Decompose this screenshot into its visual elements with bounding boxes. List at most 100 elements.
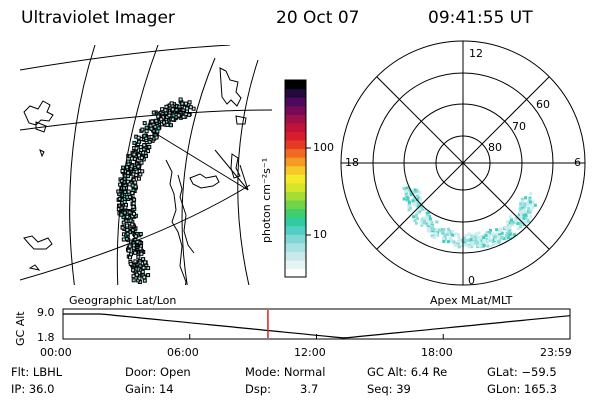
aurora-pixel	[413, 219, 417, 222]
aurora-pixel	[436, 228, 440, 232]
aurora-pixel	[126, 189, 131, 194]
colorbar-cell	[285, 174, 306, 184]
aurora-pixel	[120, 169, 125, 173]
altitude-xtick-1200: 12:00	[294, 346, 326, 359]
aurora-pixel	[529, 192, 533, 196]
aurora-pixel	[404, 190, 407, 194]
aurora-pixel	[506, 236, 510, 240]
aurora-pixel	[134, 169, 139, 174]
aurora-pixel	[442, 240, 446, 243]
aurora-pixel	[521, 210, 525, 214]
aurora-pixel	[428, 215, 431, 219]
altitude-plot	[62, 308, 571, 340]
aurora-pixel	[504, 234, 508, 237]
aurora-pixel	[446, 231, 450, 235]
aurora-pixel	[129, 252, 133, 257]
colorbar-cell	[285, 182, 306, 192]
aurora-pixel	[519, 202, 523, 206]
aurora-pixel	[417, 196, 421, 200]
aurora-pixel	[477, 231, 481, 235]
aurora-pixel	[490, 244, 494, 248]
aurora-pixel	[508, 232, 512, 236]
aurora-pixel	[479, 239, 483, 243]
aurora-pixel	[528, 198, 532, 201]
aurora-pixel	[140, 127, 145, 132]
aurora-pixel	[416, 210, 419, 214]
aurora-pixel	[144, 125, 149, 130]
aurora-pixel	[533, 203, 537, 207]
aurora-pixel	[474, 234, 478, 237]
aurora-pixel	[497, 235, 501, 239]
aurora-pixel	[123, 190, 128, 194]
aurora-pixel	[142, 275, 147, 280]
aurora-pixel	[119, 212, 124, 217]
date-label: 20 Oct 07	[276, 8, 360, 28]
aurora-pixel	[128, 261, 133, 266]
aurora-pixel	[510, 218, 513, 222]
aurora-pixel	[425, 211, 429, 215]
aurora-pixel	[443, 233, 447, 237]
altitude-ytick-9: 9.0	[37, 306, 55, 319]
geographic-panel-label: Geographic Lat/Lon	[69, 294, 177, 307]
glon-status: GLon: 165.3	[487, 382, 557, 396]
aurora-pixel	[146, 273, 151, 278]
aurora-pixel	[470, 235, 474, 239]
aurora-pixel	[519, 213, 523, 217]
aurora-pixel	[426, 219, 429, 223]
colorbar-tick-100: 100	[313, 141, 334, 154]
aurora-pixel	[125, 165, 130, 170]
colorbar-cell	[285, 122, 306, 132]
aurora-pixel	[523, 202, 527, 206]
aurora-pixel	[504, 225, 508, 229]
aurora-pixel	[423, 208, 427, 212]
aurora-pixel	[156, 126, 161, 131]
aurora-pixel	[133, 250, 138, 255]
aurora-pixel	[407, 202, 411, 206]
aurora-pixel	[518, 207, 522, 211]
aurora-pixel	[165, 122, 170, 127]
aurora-pixel	[486, 233, 490, 237]
aurora-pixel	[427, 222, 431, 226]
aurora-pixel	[127, 244, 132, 249]
aurora-pixel	[451, 229, 455, 233]
colorbar-cell	[285, 114, 306, 124]
aurora-pixel	[509, 236, 513, 240]
aurora-pixel	[188, 105, 193, 110]
aurora-pixel	[441, 230, 445, 233]
aurora-pixel	[435, 228, 438, 232]
aurora-pixel	[128, 255, 132, 260]
ip-status: IP: 36.0	[11, 382, 55, 396]
aurora-pixel	[494, 241, 498, 245]
aurora-pixel	[174, 108, 179, 112]
aurora-pixel	[132, 140, 137, 145]
colorbar-cell	[285, 165, 306, 175]
aurora-pixel	[486, 239, 490, 243]
aurora-pixel	[445, 233, 449, 237]
aurora-pixel	[180, 101, 185, 106]
aurora-pixel	[139, 251, 144, 256]
colorbar-cell	[285, 105, 306, 115]
aurora-pixel	[529, 215, 533, 218]
altitude-y-label: GC Alt	[14, 311, 27, 346]
altitude-ytick-1-8: 1.8	[37, 331, 55, 344]
aurora-pixel	[118, 182, 123, 187]
aurora-pixel	[160, 107, 165, 112]
aurora-pixel	[469, 238, 473, 241]
aurora-pixel	[132, 197, 137, 202]
aurora-pixel	[514, 219, 518, 223]
aurora-pixel	[185, 106, 190, 111]
aurora-pixel	[147, 145, 152, 150]
aurora-pixel	[136, 135, 141, 140]
aurora-pixel	[522, 213, 526, 217]
aurora-pixel	[455, 244, 459, 248]
aurora-pixel	[159, 117, 164, 122]
aurora-pixel	[170, 107, 175, 112]
aurora-pixel	[453, 243, 457, 247]
aurora-pixel	[499, 229, 502, 233]
aurora-pixel	[169, 123, 173, 128]
polar-plot	[340, 40, 586, 286]
aurora-pixel	[130, 222, 135, 227]
aurora-pixel	[141, 150, 146, 155]
aurora-pixel	[151, 110, 156, 115]
aurora-pixel	[531, 205, 535, 209]
